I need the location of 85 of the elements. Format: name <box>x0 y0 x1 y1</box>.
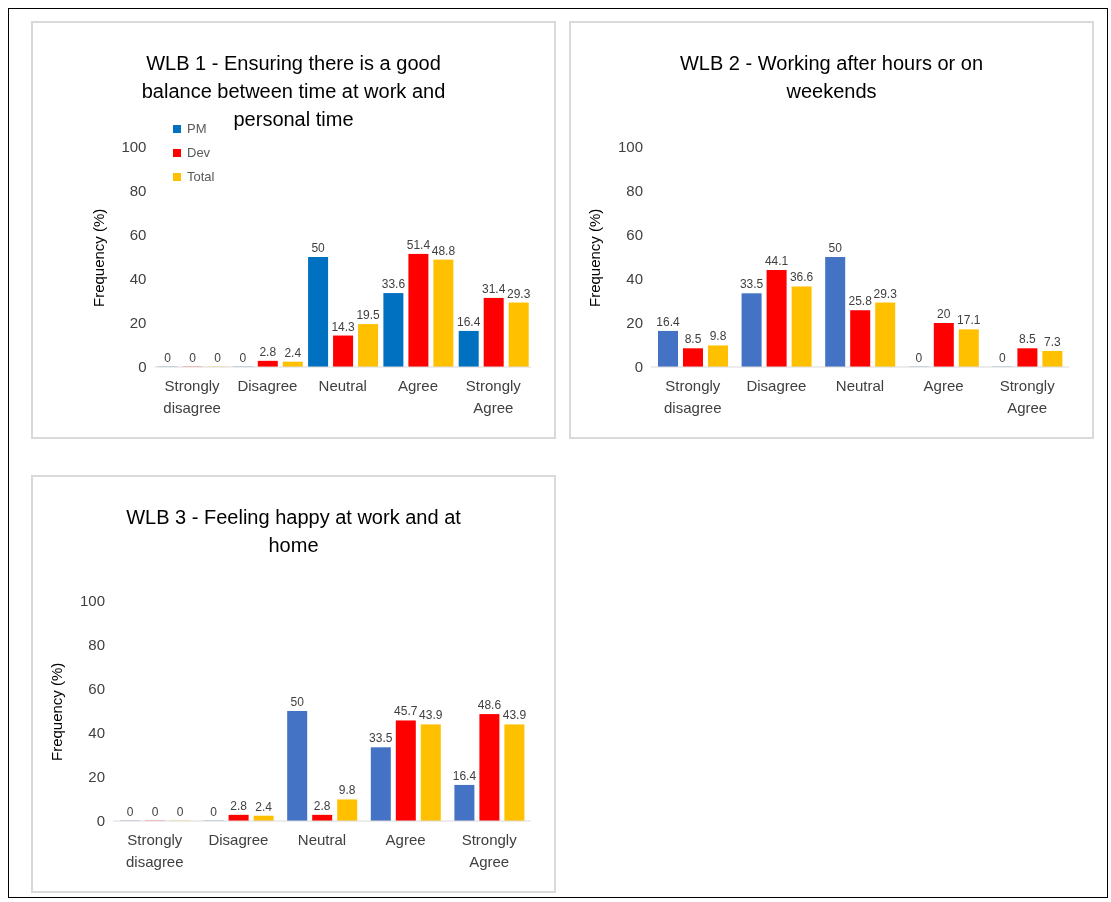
data-label: 29.3 <box>507 286 531 301</box>
x-tick-label: Strongly Agree <box>465 377 522 416</box>
legend-label: Total <box>187 168 215 186</box>
y-tick-label: 40 <box>88 724 105 742</box>
y-tick-label: 60 <box>626 226 643 244</box>
y-tick-label: 20 <box>129 314 147 332</box>
x-tick-label: Strongly disagree <box>163 377 221 416</box>
y-axis-title: Frequency (%) <box>48 662 66 761</box>
data-label: 8.5 <box>684 332 702 347</box>
data-label: 19.5 <box>356 308 381 323</box>
y-tick-label: 20 <box>88 768 105 786</box>
data-label: 0 <box>164 351 172 365</box>
x-tick-label: Strongly Agree <box>461 831 518 870</box>
data-label: 17.1 <box>957 313 981 328</box>
data-label: 50 <box>290 695 305 709</box>
data-label: 50 <box>828 241 843 255</box>
x-tick-label: Neutral <box>297 831 347 848</box>
y-tick-label: 100 <box>79 592 105 610</box>
y-tick-label: 0 <box>138 358 147 376</box>
y-tick-label: 80 <box>129 182 147 200</box>
data-label: 51.4 <box>406 237 431 252</box>
y-axis-title: Frequency (%) <box>586 208 604 307</box>
data-label: 0 <box>214 351 222 365</box>
data-label: 0 <box>999 351 1007 365</box>
legend-label: PM <box>187 120 207 138</box>
data-label: 7.3 <box>1044 334 1062 349</box>
data-label: 20 <box>937 307 951 321</box>
x-tick-label: Neutral <box>318 377 367 394</box>
data-label: 14.3 <box>331 319 356 334</box>
data-label: 16.4 <box>656 314 680 329</box>
y-tick-label: 40 <box>626 270 643 288</box>
x-tick-label: Neutral <box>835 377 885 394</box>
data-label: 2.4 <box>284 345 302 360</box>
y-tick-label: 100 <box>121 138 147 156</box>
x-tick-label: Disagree <box>746 377 807 394</box>
data-label: 2.4 <box>255 799 273 814</box>
x-tick-label: Strongly disagree <box>126 831 184 870</box>
data-label: 33.5 <box>369 731 393 746</box>
y-tick-label: 80 <box>626 182 643 200</box>
data-label: 2.8 <box>230 798 248 813</box>
data-label: 9.8 <box>709 329 727 344</box>
y-tick-label: 20 <box>626 314 643 332</box>
data-label: 48.8 <box>431 243 456 258</box>
data-label: 31.4 <box>482 281 506 296</box>
y-tick-label: 60 <box>129 226 147 244</box>
data-label: 33.6 <box>381 277 406 292</box>
data-label: 2.8 <box>259 344 277 359</box>
data-label: 2.8 <box>313 798 331 813</box>
x-tick-label: Disagree <box>208 831 269 848</box>
y-tick-label: 40 <box>129 270 147 288</box>
data-label: 43.9 <box>502 708 527 723</box>
data-label: 29.3 <box>873 286 898 301</box>
y-tick-label: 80 <box>88 636 105 654</box>
legend-label: Dev <box>187 144 211 162</box>
x-tick-label: Strongly Agree <box>999 377 1056 416</box>
data-label: 48.6 <box>477 698 502 713</box>
data-label: 0 <box>915 351 923 365</box>
data-label: 0 <box>189 351 197 365</box>
data-label: 9.8 <box>338 783 356 798</box>
y-tick-label: 60 <box>88 680 105 698</box>
y-tick-label: 0 <box>96 812 105 830</box>
data-label: 43.9 <box>419 708 443 723</box>
y-axis-title: Frequency (%) <box>89 208 107 307</box>
x-tick-label: Agree <box>385 831 426 848</box>
data-label: 0 <box>176 805 184 819</box>
data-label: 45.7 <box>394 704 418 719</box>
data-label: 16.4 <box>457 314 481 329</box>
y-tick-label: 0 <box>634 358 643 376</box>
data-label: 8.5 <box>1019 332 1037 347</box>
data-label: 50 <box>311 241 326 255</box>
y-tick-label: 100 <box>617 138 643 156</box>
data-label: 44.1 <box>764 253 789 268</box>
data-label: 0 <box>239 351 247 365</box>
data-label: 0 <box>151 805 159 819</box>
data-label: 25.8 <box>848 294 873 309</box>
data-label: 0 <box>210 805 218 819</box>
x-tick-label: Disagree <box>237 377 298 394</box>
x-tick-label: Agree <box>923 377 964 394</box>
x-tick-label: Strongly disagree <box>664 377 722 416</box>
data-label: 36.6 <box>789 270 814 285</box>
chart-title: WLB 2 - Working after hours or on weekends <box>678 51 985 104</box>
data-label: 16.4 <box>452 768 477 783</box>
data-label: 33.5 <box>739 277 764 292</box>
x-tick-label: Agree <box>398 377 439 394</box>
chart-title: WLB 3 - Feeling happy at work and at home <box>125 505 462 558</box>
